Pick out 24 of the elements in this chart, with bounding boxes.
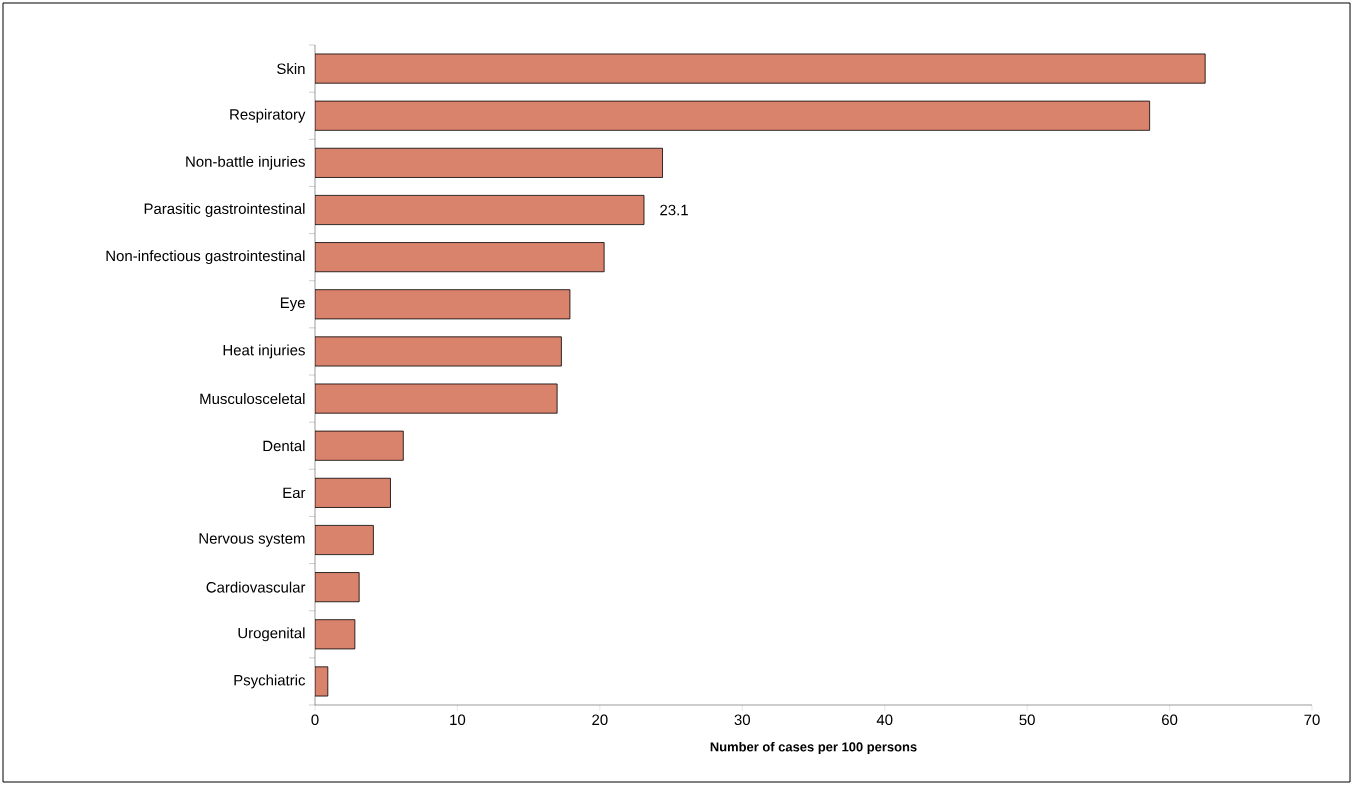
y-tick-label: Cardiovascular (206, 581, 306, 593)
y-tick-label: Nervous system (199, 533, 305, 547)
y-tick-label: Urogenital (238, 627, 305, 642)
y-tick-label: Dental (263, 440, 305, 452)
x-axis-title: Number of cases per 100 persons (710, 741, 917, 755)
y-tick-label: Non-infectious gastrointestinal (106, 250, 305, 265)
y-tick-label: Psychiatric (234, 674, 306, 689)
x-tick-label: 30 (734, 714, 750, 726)
y-tick-label: Skin (277, 63, 305, 75)
y-tick-label: Eye (280, 297, 305, 311)
x-tick-label: 0 (311, 714, 319, 726)
y-tick-label: Heat injuries (223, 344, 305, 359)
x-tick-label: 50 (1019, 714, 1035, 726)
y-tick-label: Respiratory (230, 108, 306, 123)
x-tick-label: 60 (1162, 714, 1178, 726)
y-tick-label: Parasitic gastrointestinal (144, 203, 305, 217)
y-tick-label: Non-battle injuries (186, 155, 305, 170)
data-label: 23.1 (660, 204, 688, 216)
x-tick-label: 10 (450, 714, 466, 726)
x-tick-label: 70 (1304, 714, 1320, 726)
x-tick-label: 20 (592, 714, 608, 726)
x-tick-label: 40 (876, 714, 893, 726)
y-tick-label: Ear (283, 487, 306, 499)
y-tick-label: Musculosceletal (200, 393, 305, 405)
